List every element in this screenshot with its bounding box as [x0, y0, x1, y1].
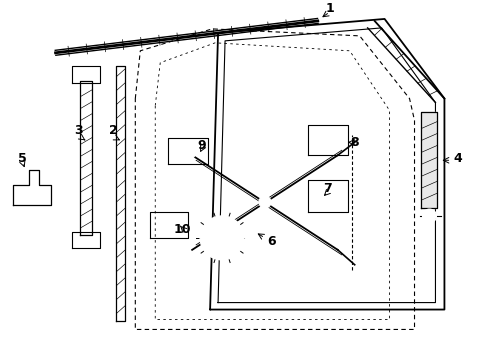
Circle shape [259, 196, 271, 208]
Circle shape [320, 132, 336, 148]
Circle shape [200, 216, 244, 260]
Text: 10: 10 [173, 224, 191, 237]
Text: 6: 6 [268, 235, 276, 248]
Text: 5: 5 [18, 152, 27, 165]
Text: 7: 7 [323, 182, 332, 195]
Text: 3: 3 [74, 124, 83, 137]
Circle shape [38, 191, 48, 201]
Text: 1: 1 [325, 3, 334, 15]
Circle shape [25, 191, 36, 201]
Text: 8: 8 [350, 136, 359, 149]
Text: 9: 9 [198, 139, 206, 152]
Circle shape [160, 217, 176, 233]
Circle shape [25, 175, 36, 185]
Text: 4: 4 [453, 152, 462, 165]
Circle shape [320, 189, 336, 205]
Circle shape [180, 143, 196, 159]
Text: 2: 2 [109, 124, 118, 137]
Polygon shape [421, 112, 438, 208]
Circle shape [209, 225, 235, 251]
Circle shape [422, 209, 437, 223]
Circle shape [245, 227, 263, 245]
